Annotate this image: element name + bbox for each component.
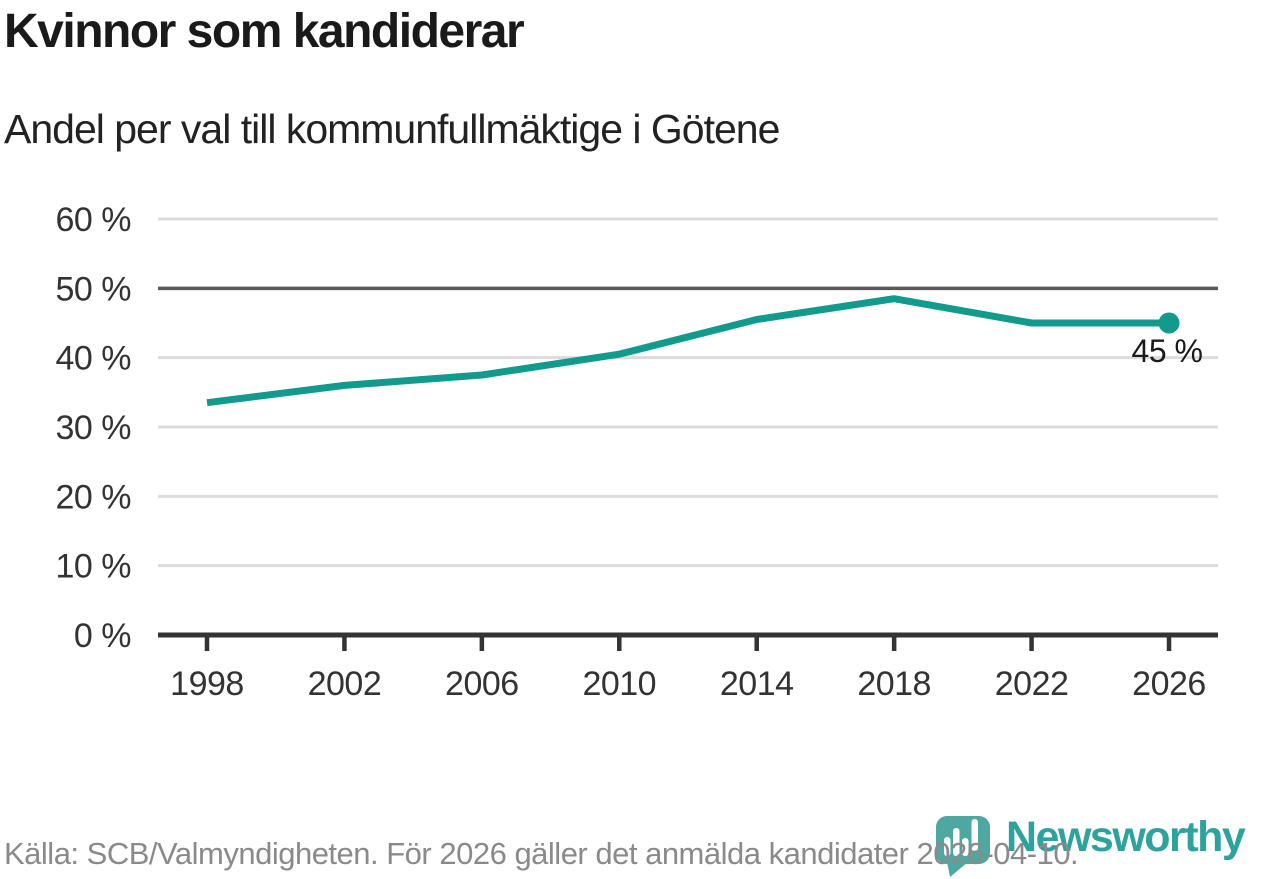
x-tick-label: 2006 xyxy=(445,665,519,703)
y-tick-label: 60 % xyxy=(56,201,132,239)
end-value-label: 45 % xyxy=(1132,333,1203,369)
x-tick-label: 2026 xyxy=(1132,665,1206,703)
y-tick-label: 30 % xyxy=(56,409,132,447)
y-tick-label: 20 % xyxy=(56,478,132,516)
x-tick-label: 2018 xyxy=(857,665,931,703)
source-note: Källa: SCB/Valmyndigheten. För 2026 gäll… xyxy=(4,836,1079,871)
trend-line xyxy=(206,295,1169,407)
y-tick-label: 40 % xyxy=(56,340,132,378)
newsworthy-logo-icon xyxy=(936,816,990,877)
x-tick-label: 2010 xyxy=(582,665,656,703)
newsworthy-logo: Newsworthy xyxy=(934,812,1246,878)
x-tick-label: 1998 xyxy=(170,665,244,703)
newsworthy-wordmark: Newsworthy xyxy=(1006,813,1246,861)
x-tick-label: 2002 xyxy=(308,665,382,703)
end-point-dot xyxy=(1158,312,1180,334)
x-tick-label: 2014 xyxy=(720,665,794,703)
y-tick-label: 50 % xyxy=(56,270,132,308)
y-tick-label: 10 % xyxy=(56,548,132,586)
x-tick-label: 2022 xyxy=(995,665,1069,703)
y-tick-label: 0 % xyxy=(74,617,131,655)
chart-subtitle: Andel per val till kommunfullmäktige i G… xyxy=(4,106,780,152)
chart-title: Kvinnor som kandiderar xyxy=(4,5,525,58)
